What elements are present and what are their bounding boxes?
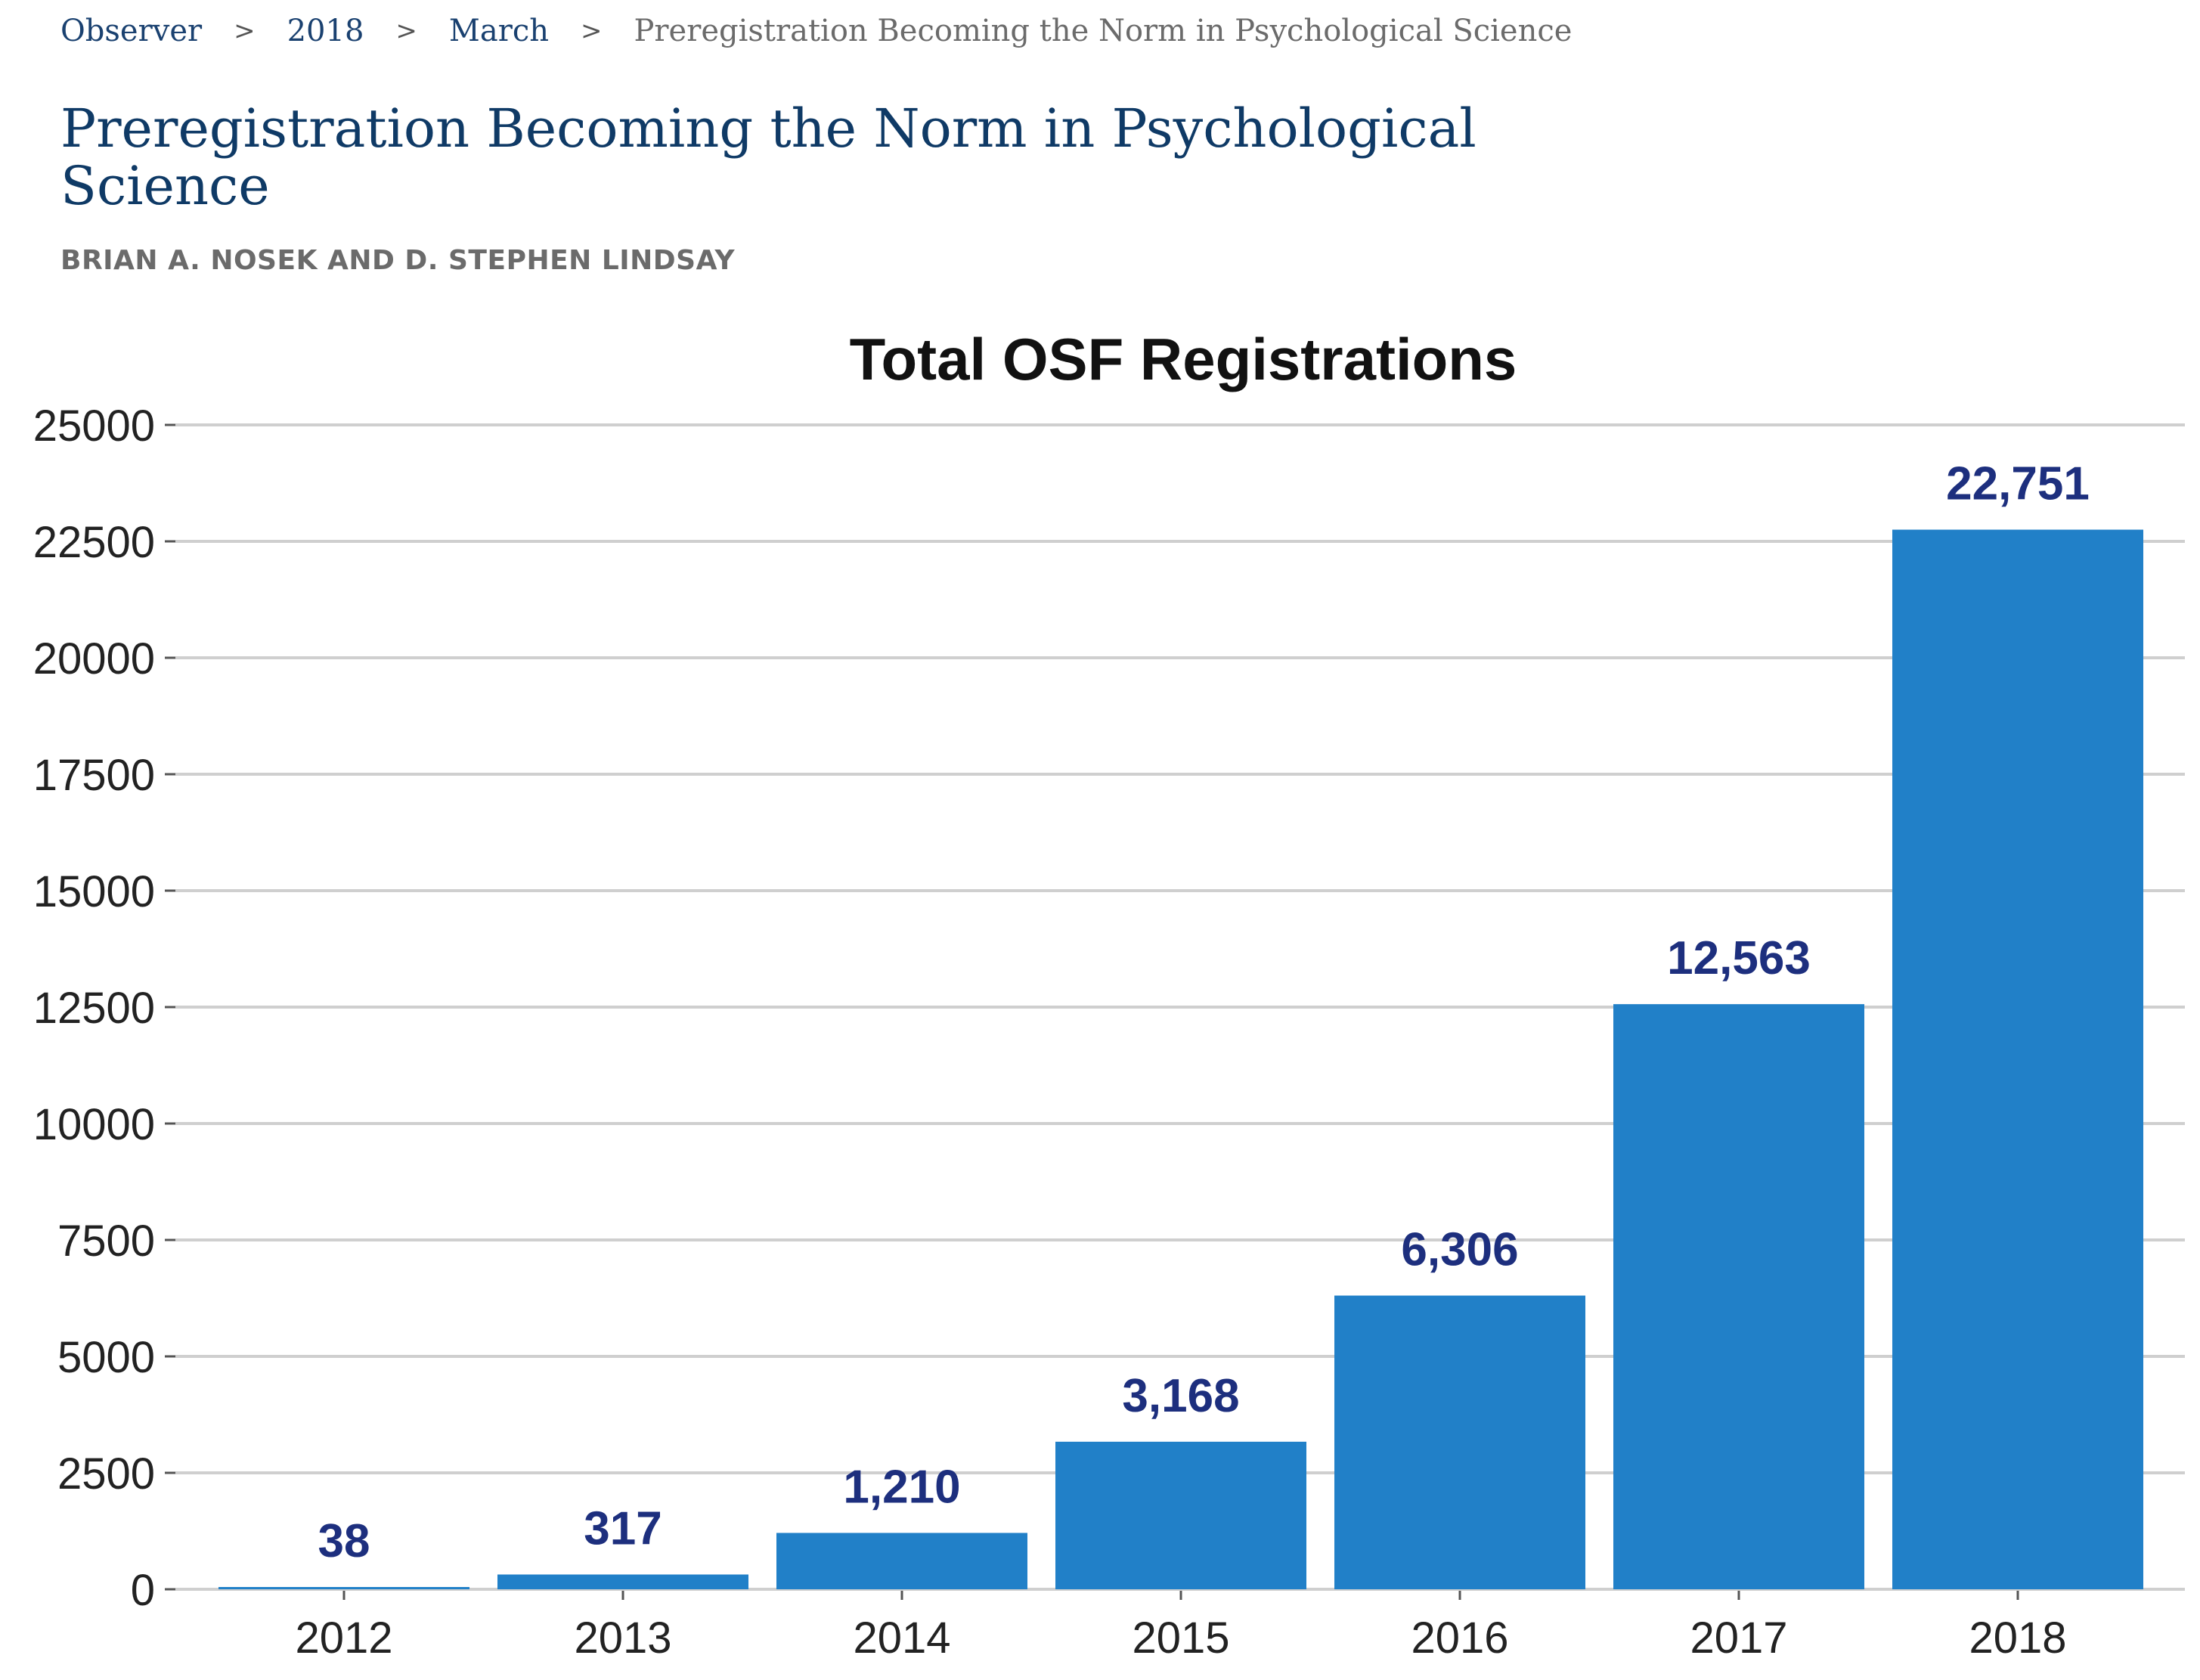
breadcrumb-separator: > xyxy=(234,16,256,46)
x-tick-label-2017: 2017 xyxy=(1690,1613,1787,1663)
bar-2015 xyxy=(1055,1441,1306,1589)
breadcrumb-link-month[interactable]: March xyxy=(448,14,549,48)
y-tick-label: 22500 xyxy=(33,518,155,567)
x-tick-label-2014: 2014 xyxy=(853,1613,950,1663)
page-title: Preregistration Becoming the Norm in Psy… xyxy=(60,98,1476,217)
x-tick-label-2015: 2015 xyxy=(1132,1613,1229,1663)
data-label-2018: 22,751 xyxy=(1946,458,2090,510)
data-labels: 38 317 1,210 3,168 6,306 12,563 22,751 xyxy=(318,458,2090,1567)
bar-2012 xyxy=(218,1587,469,1589)
y-tick-label: 10000 xyxy=(33,1100,155,1149)
bars xyxy=(218,529,2143,1590)
y-tick-label: 0 xyxy=(131,1566,155,1615)
y-tick-label: 7500 xyxy=(57,1217,155,1266)
breadcrumb: Observer > 2018 > March > Preregistratio… xyxy=(60,14,1572,48)
bar-2016 xyxy=(1334,1295,1585,1589)
data-label-2012: 38 xyxy=(318,1515,370,1567)
y-tick-label: 5000 xyxy=(57,1333,155,1382)
breadcrumb-current-page: Preregistration Becoming the Norm in Psy… xyxy=(634,14,1573,48)
bar-2014 xyxy=(776,1533,1027,1589)
breadcrumb-separator: > xyxy=(581,16,603,46)
y-tick-label: 25000 xyxy=(33,401,155,451)
breadcrumb-link-year[interactable]: 2018 xyxy=(287,14,364,48)
y-tick-label: 2500 xyxy=(57,1449,155,1499)
y-tick-label: 17500 xyxy=(33,751,155,800)
y-tick-label: 15000 xyxy=(33,867,155,916)
x-tick-label-2012: 2012 xyxy=(295,1613,392,1663)
data-label-2013: 317 xyxy=(584,1502,662,1554)
breadcrumb-link-observer[interactable]: Observer xyxy=(60,14,203,48)
y-tick-label: 12500 xyxy=(33,984,155,1033)
bar-2017 xyxy=(1613,1004,1864,1589)
data-label-2015: 3,168 xyxy=(1122,1370,1239,1422)
chart-title: Total OSF Registrations xyxy=(850,326,1517,392)
y-tick-label: 20000 xyxy=(33,634,155,683)
bar-2018 xyxy=(1892,529,2143,1590)
x-tick-label-2018: 2018 xyxy=(1969,1613,2066,1663)
data-label-2016: 6,306 xyxy=(1401,1224,1518,1276)
x-tick-label-2013: 2013 xyxy=(574,1613,671,1663)
x-axis: 2012 2013 2014 2015 2016 2017 2018 xyxy=(295,1591,2067,1663)
article-byline: BRIAN A. NOSEK AND D. STEPHEN LINDSAY xyxy=(60,245,736,276)
data-label-2014: 1,210 xyxy=(843,1461,960,1513)
y-axis: 0 2500 5000 7500 10000 12500 15000 17500 20000 22… xyxy=(33,401,175,1615)
data-label-2017: 12,563 xyxy=(1667,932,1811,984)
breadcrumb-separator: > xyxy=(395,16,417,46)
x-tick-label-2016: 2016 xyxy=(1411,1613,1508,1663)
bar-2013 xyxy=(497,1574,748,1589)
